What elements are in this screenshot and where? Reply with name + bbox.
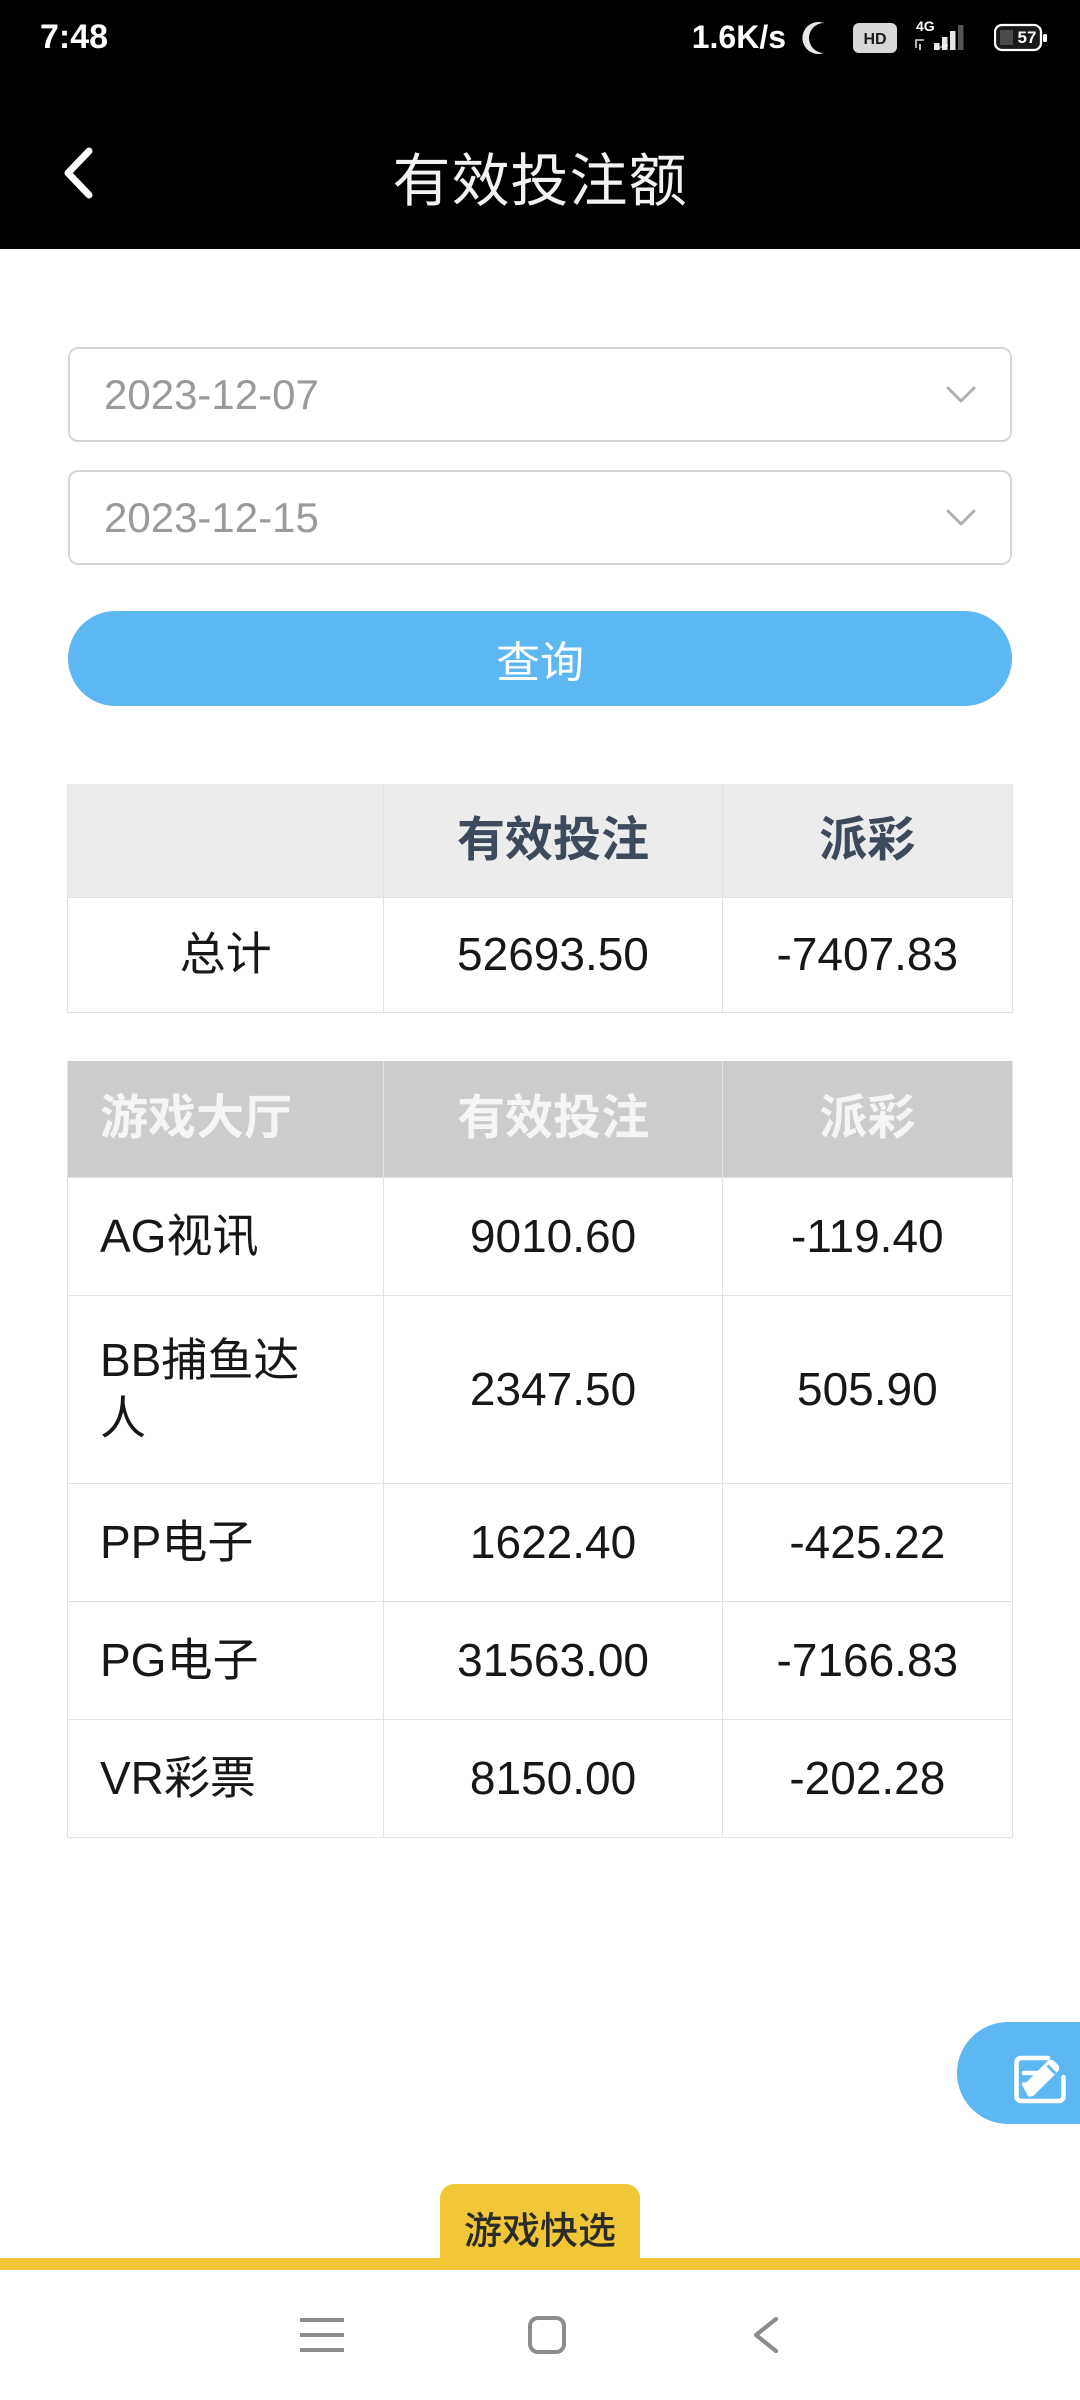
svg-text:57: 57 [1018, 28, 1037, 47]
svg-text:4G: 4G [916, 18, 935, 34]
svg-text:HD: HD [863, 31, 886, 48]
